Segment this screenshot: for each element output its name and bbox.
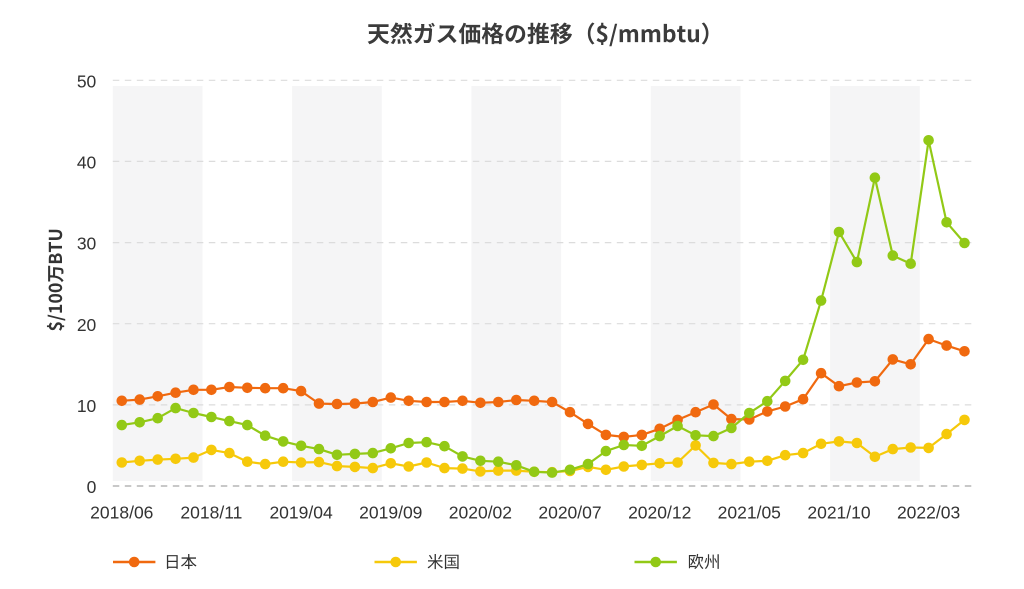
- svg-text:2020/12: 2020/12: [628, 503, 691, 523]
- svg-text:2018/11: 2018/11: [180, 503, 242, 523]
- svg-text:20: 20: [77, 315, 97, 335]
- svg-text:2020/02: 2020/02: [449, 503, 512, 523]
- svg-text:0: 0: [87, 477, 97, 497]
- svg-text:2022/03: 2022/03: [897, 503, 960, 523]
- svg-text:2019/09: 2019/09: [359, 503, 422, 523]
- svg-text:40: 40: [77, 153, 97, 173]
- svg-text:30: 30: [77, 234, 97, 254]
- svg-text:2020/07: 2020/07: [538, 503, 601, 523]
- svg-text:2018/06: 2018/06: [90, 503, 153, 523]
- svg-text:2021/05: 2021/05: [718, 503, 781, 523]
- svg-text:50: 50: [77, 71, 97, 91]
- svg-text:10: 10: [77, 396, 97, 416]
- svg-text:2019/04: 2019/04: [269, 503, 333, 523]
- svg-text:2021/10: 2021/10: [807, 503, 871, 523]
